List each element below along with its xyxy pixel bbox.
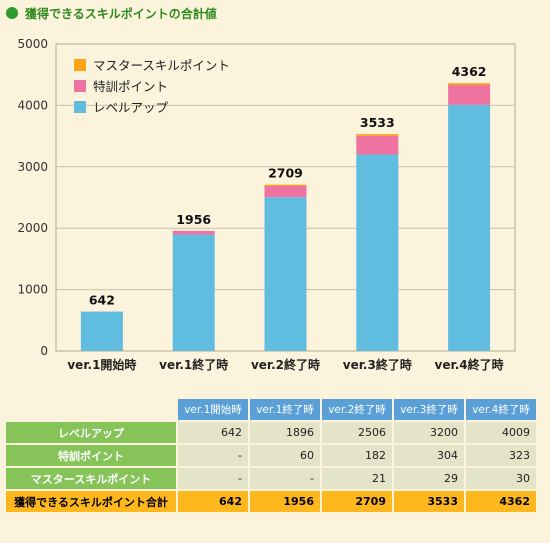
table-col-header: ver.3終了時 <box>394 399 464 420</box>
table-cell: 304 <box>394 445 464 466</box>
table-cell: 323 <box>466 445 536 466</box>
table-col-header: ver.1終了時 <box>250 399 320 420</box>
table-cell: - <box>178 468 248 489</box>
table-row-label: 獲得できるスキルポイント合計 <box>6 491 176 512</box>
table-row-label: 特訓ポイント <box>6 445 176 466</box>
table-row-label: マスタースキルポイント <box>6 468 176 489</box>
table-cell: 4009 <box>466 422 536 443</box>
table-header-row: ver.1開始時 ver.1終了時 ver.2終了時 ver.3終了時 ver.… <box>6 399 536 420</box>
bar-segment <box>172 230 215 235</box>
table-cell: 30 <box>466 468 536 489</box>
bar-segment <box>448 83 491 86</box>
x-tick-label: ver.4終了時 <box>435 357 504 372</box>
table-cell: - <box>178 445 248 466</box>
bar-total-label: 4362 <box>452 64 487 79</box>
table-col-header: ver.1開始時 <box>178 399 248 420</box>
bar-total-label: 642 <box>89 293 115 308</box>
chart-title: 獲得できるスキルポイントの合計値 <box>25 6 217 21</box>
bar-segment <box>356 134 399 136</box>
green-bullet-icon <box>6 7 18 19</box>
table-cell: 1896 <box>250 422 320 443</box>
legend-label: レベルアップ <box>93 100 169 115</box>
bar-segment <box>264 197 307 351</box>
bar-segment <box>264 185 307 198</box>
table-cell: 2709 <box>322 491 392 512</box>
bar-total-label: 3533 <box>360 115 395 130</box>
table-cell: 642 <box>178 422 248 443</box>
table-cell: 60 <box>250 445 320 466</box>
legend-label: 特訓ポイント <box>93 79 168 94</box>
table-row-levelup: レベルアップ 642 1896 2506 3200 4009 <box>6 422 536 443</box>
table-cell: 1956 <box>250 491 320 512</box>
table-row-total: 獲得できるスキルポイント合計 642 1956 2709 3533 4362 <box>6 491 536 512</box>
table-cell: - <box>250 468 320 489</box>
table-cell: 21 <box>322 468 392 489</box>
y-tick-label: 2000 <box>17 221 48 235</box>
bar-segment <box>448 85 491 105</box>
x-tick-label: ver.3終了時 <box>343 357 412 372</box>
x-tick-label: ver.2終了時 <box>251 357 320 372</box>
bar-segment <box>356 154 399 351</box>
table-cell: 182 <box>322 445 392 466</box>
bar-segment <box>172 234 215 351</box>
y-tick-label: 1000 <box>17 283 48 297</box>
bar-segment <box>448 104 491 351</box>
x-tick-label: ver.1終了時 <box>159 357 228 372</box>
table-col-header: ver.4終了時 <box>466 399 536 420</box>
data-table-container: ver.1開始時 ver.1終了時 ver.2終了時 ver.3終了時 ver.… <box>0 397 550 514</box>
table-cell: 642 <box>178 491 248 512</box>
table-row-training: 特訓ポイント - 60 182 304 323 <box>6 445 536 466</box>
x-tick-label: ver.1開始時 <box>67 357 136 372</box>
legend-swatch <box>74 80 86 92</box>
legend-swatch <box>74 59 86 71</box>
chart-header: 獲得できるスキルポイントの合計値 <box>6 4 217 22</box>
bar-segment <box>80 311 123 351</box>
y-tick-label: 4000 <box>17 98 48 112</box>
legend-swatch <box>74 101 86 113</box>
bar-total-label: 1956 <box>176 212 211 227</box>
table-row-master: マスタースキルポイント - - 21 29 30 <box>6 468 536 489</box>
bar-total-label: 2709 <box>268 166 303 181</box>
bar-segment <box>356 135 399 155</box>
legend-label: マスタースキルポイント <box>93 58 230 73</box>
table-cell: 2506 <box>322 422 392 443</box>
table-cell: 4362 <box>466 491 536 512</box>
table-row-label: レベルアップ <box>6 422 176 443</box>
y-tick-label: 3000 <box>17 160 48 174</box>
table-corner <box>6 399 176 420</box>
bar-segment <box>264 184 307 186</box>
table-cell: 3200 <box>394 422 464 443</box>
data-table: ver.1開始時 ver.1終了時 ver.2終了時 ver.3終了時 ver.… <box>4 397 538 514</box>
table-cell: 29 <box>394 468 464 489</box>
y-tick-label: 0 <box>40 344 48 358</box>
y-tick-label: 5000 <box>17 37 48 51</box>
stacked-bar-chart: 0 1000 2000 3000 4000 5000 642 ver.1開始時 1956 ver.… <box>17 37 516 372</box>
table-col-header: ver.2終了時 <box>322 399 392 420</box>
table-cell: 3533 <box>394 491 464 512</box>
